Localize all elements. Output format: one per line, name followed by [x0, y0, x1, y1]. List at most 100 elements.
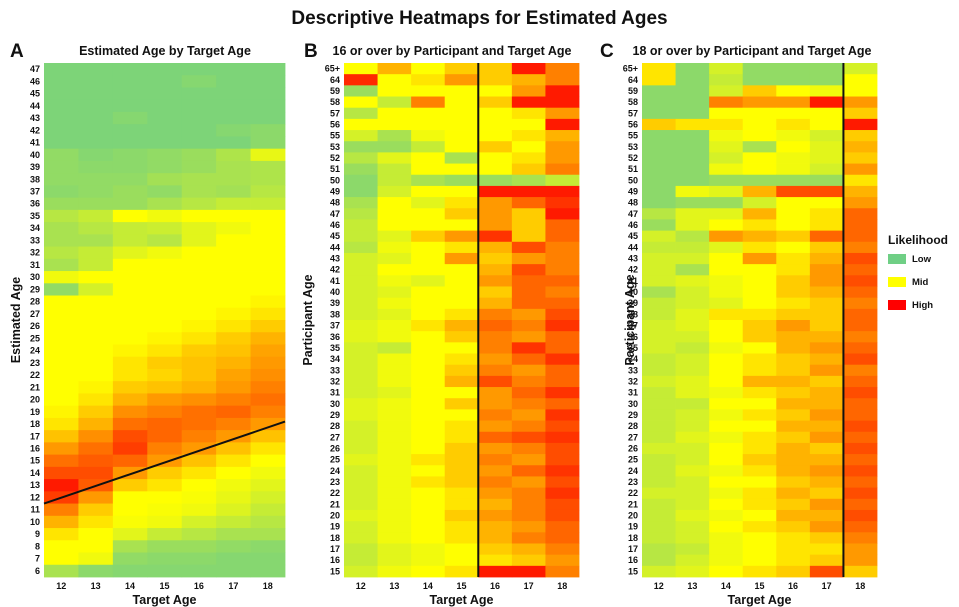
heatmap-cell — [112, 307, 148, 321]
heatmap-cell — [843, 375, 878, 388]
heatmap-cell — [377, 454, 412, 466]
heatmap-cell — [709, 487, 744, 500]
heatmap-cell — [843, 197, 878, 209]
heatmap-cell — [642, 532, 676, 544]
heatmap-cell — [78, 381, 114, 394]
heatmap-cell — [344, 308, 378, 321]
heatmap-cell — [809, 308, 844, 321]
heatmap-cell — [709, 197, 744, 209]
heatmap-cell — [147, 209, 183, 223]
heatmap-cell — [112, 136, 148, 150]
heatmap-cell — [411, 74, 446, 86]
heatmap-cell — [709, 420, 744, 433]
heatmap-cell — [78, 503, 114, 517]
heatmap-cell — [216, 271, 251, 284]
heatmap-cell — [675, 107, 710, 120]
heatmap-cell — [147, 332, 183, 345]
heatmap-cell — [642, 219, 676, 231]
heatmap-cell — [478, 442, 513, 455]
heatmap-cell — [216, 111, 251, 125]
y-tick-label: 52 — [330, 153, 340, 163]
y-tick-label: 41 — [330, 276, 340, 286]
heatmap-cell — [843, 521, 878, 533]
y-tick-label: 25 — [30, 333, 40, 343]
heatmap-cell — [809, 476, 844, 488]
heatmap-cell — [44, 173, 79, 186]
heatmap-cell — [742, 174, 777, 187]
heatmap-cell — [545, 286, 580, 299]
heatmap-cell — [675, 63, 710, 75]
x-axis-label: Target Age — [430, 593, 494, 607]
heatmap-cell — [444, 96, 479, 109]
heatmap-cell — [511, 565, 546, 578]
heatmap-cell — [709, 442, 744, 455]
heatmap-cell — [675, 420, 710, 433]
heatmap-cell — [78, 111, 114, 125]
heatmap-cell — [709, 465, 744, 477]
heatmap-cell — [216, 87, 251, 101]
heatmap-cell — [344, 74, 378, 86]
heatmap-cell — [250, 405, 286, 419]
heatmap-cell — [147, 320, 183, 333]
y-tick-label: 41 — [628, 276, 638, 286]
heatmap-cell — [709, 532, 744, 544]
heatmap-cell — [809, 107, 844, 120]
heatmap-cell — [809, 364, 844, 377]
heatmap-cell — [511, 442, 546, 455]
heatmap-cell — [344, 275, 378, 287]
heatmap-cell — [709, 498, 744, 511]
heatmap-cell — [216, 442, 251, 456]
heatmap-cell — [181, 430, 217, 443]
heatmap-cell — [809, 297, 844, 310]
heatmap-cell — [809, 252, 844, 265]
heatmap-cell — [344, 364, 378, 377]
heatmap-cell — [742, 521, 777, 533]
heatmap-cell — [642, 230, 676, 243]
heatmap-cell — [147, 75, 183, 88]
heatmap-cell — [709, 107, 744, 120]
heatmap-cell — [478, 241, 513, 254]
heatmap-cell — [776, 174, 811, 187]
heatmap-cell — [250, 222, 286, 235]
heatmap-cell — [112, 222, 148, 235]
heatmap-cell — [511, 275, 546, 287]
heatmap-cell — [216, 185, 251, 199]
heatmap-cell — [216, 173, 251, 186]
heatmap-cell — [44, 405, 79, 419]
heatmap-cell — [843, 308, 878, 321]
y-tick-label: 42 — [628, 265, 638, 275]
heatmap-cell — [709, 431, 744, 444]
heatmap-cell — [147, 222, 183, 235]
heatmap-cell — [216, 356, 251, 370]
x-tick-label: 16 — [194, 581, 204, 591]
heatmap-cell — [44, 430, 79, 443]
heatmap-cell — [78, 307, 114, 321]
heatmap-cell — [642, 286, 676, 299]
heatmap-cell — [112, 75, 148, 88]
heatmap-cell — [675, 275, 710, 287]
heatmap-cell — [44, 185, 79, 199]
heatmap-cell — [776, 364, 811, 377]
heatmap-cell — [250, 75, 286, 88]
heatmap-cell — [545, 174, 580, 187]
heatmap-cell — [344, 107, 378, 120]
heatmap-panel-a: 47 46 45 44 43 42 41 40 39 38 37 36 35 34 33 32 31 30 29 28… — [9, 41, 286, 607]
y-tick-label: 8 — [35, 541, 40, 551]
y-tick-label: 23 — [30, 358, 40, 368]
heatmap-cell — [112, 209, 148, 223]
heatmap-cell — [478, 487, 513, 500]
heatmap-cell — [675, 74, 710, 86]
heatmap-cell — [181, 466, 217, 480]
heatmap-cell — [112, 564, 148, 578]
heatmap-cell — [216, 197, 251, 211]
heatmap-cell — [216, 466, 251, 480]
y-tick-label: 29 — [628, 410, 638, 420]
heatmap-cell — [709, 398, 744, 410]
heatmap-cell — [642, 197, 676, 209]
heatmap-cell — [377, 532, 412, 544]
y-tick-label: 49 — [628, 187, 638, 197]
y-tick-label: 50 — [628, 175, 638, 185]
heatmap-cell — [411, 185, 446, 198]
heatmap-cell — [344, 442, 378, 455]
heatmap-cell — [675, 185, 710, 198]
